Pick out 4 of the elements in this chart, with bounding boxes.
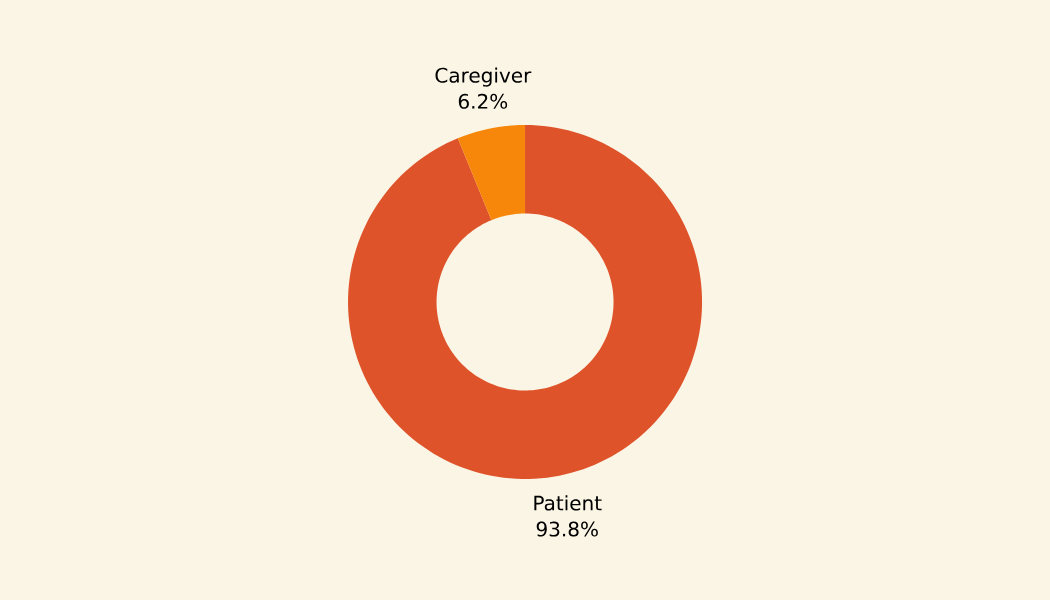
data-label: 6.2% — [458, 93, 508, 109]
slice-label: Patient — [534, 495, 602, 511]
slice-label: Caregiver — [435, 67, 532, 87]
data-label: 93.8% — [536, 521, 598, 537]
